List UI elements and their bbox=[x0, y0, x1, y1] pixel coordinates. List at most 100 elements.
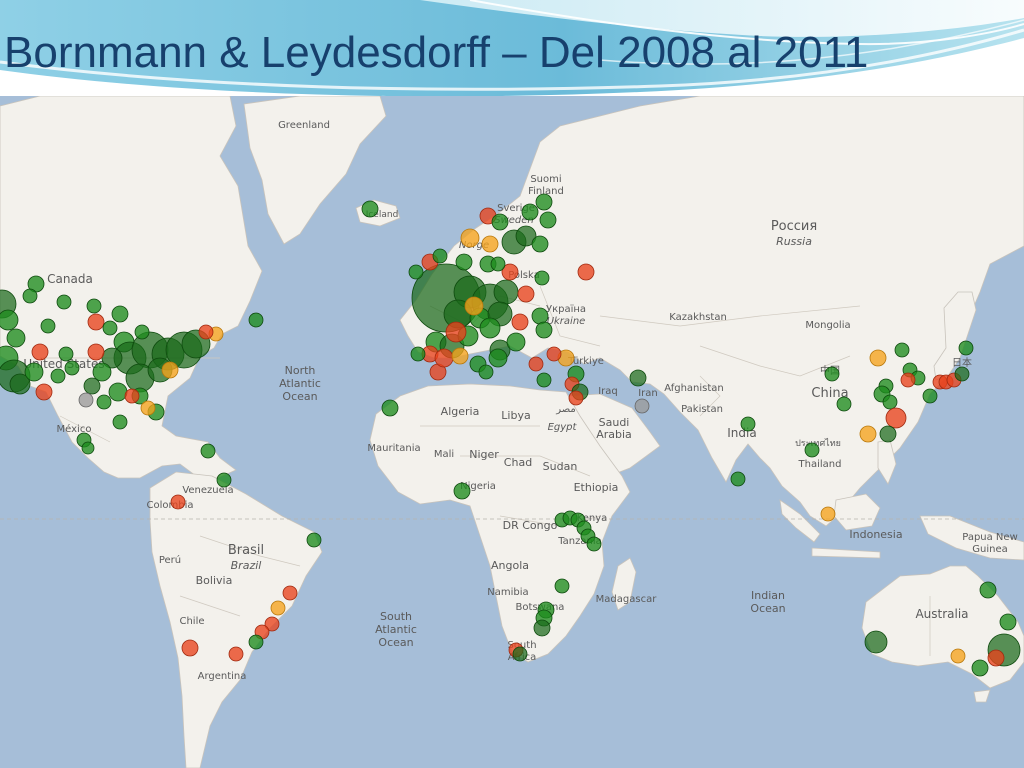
map-marker[interactable] bbox=[987, 649, 1005, 667]
map-marker[interactable] bbox=[971, 659, 989, 677]
map-marker[interactable] bbox=[282, 585, 298, 601]
map-marker[interactable] bbox=[491, 213, 509, 231]
map-marker[interactable] bbox=[629, 369, 647, 387]
map-marker[interactable] bbox=[270, 600, 286, 616]
map-marker[interactable] bbox=[361, 200, 379, 218]
map-marker[interactable] bbox=[101, 347, 123, 369]
map-marker[interactable] bbox=[586, 536, 602, 552]
map-marker[interactable] bbox=[958, 340, 974, 356]
map-marker[interactable] bbox=[86, 298, 102, 314]
map-marker[interactable] bbox=[900, 372, 916, 388]
map-marker[interactable] bbox=[140, 400, 156, 416]
map-marker[interactable] bbox=[78, 392, 94, 408]
map-marker[interactable] bbox=[0, 309, 19, 331]
map-marker[interactable] bbox=[408, 264, 424, 280]
world-map[interactable]: Greenland Iceland Suomi Finland Sverige Swede… bbox=[0, 96, 1024, 768]
map-marker[interactable] bbox=[58, 346, 74, 362]
map-marker[interactable] bbox=[864, 630, 888, 654]
map-marker[interactable] bbox=[528, 356, 544, 372]
map-marker[interactable] bbox=[534, 270, 550, 286]
map-marker[interactable] bbox=[490, 256, 506, 272]
map-marker[interactable] bbox=[517, 285, 535, 303]
map-marker[interactable] bbox=[634, 398, 650, 414]
map-marker[interactable] bbox=[460, 228, 480, 248]
map-marker[interactable] bbox=[216, 472, 232, 488]
map-marker[interactable] bbox=[539, 211, 557, 229]
map-marker[interactable] bbox=[882, 394, 898, 410]
map-marker[interactable] bbox=[464, 296, 484, 316]
map-marker[interactable] bbox=[22, 288, 38, 304]
map-marker[interactable] bbox=[64, 360, 80, 376]
map-marker[interactable] bbox=[535, 321, 553, 339]
map-marker[interactable] bbox=[81, 441, 95, 455]
map-marker[interactable] bbox=[102, 320, 118, 336]
map-marker[interactable] bbox=[31, 343, 49, 361]
map-marker[interactable] bbox=[478, 364, 494, 380]
map-marker[interactable] bbox=[434, 348, 454, 368]
map-marker[interactable] bbox=[111, 305, 129, 323]
map-marker[interactable] bbox=[87, 313, 105, 331]
map-marker[interactable] bbox=[577, 263, 595, 281]
map-marker[interactable] bbox=[824, 366, 840, 382]
map-marker[interactable] bbox=[9, 373, 31, 395]
map-marker[interactable] bbox=[381, 399, 399, 417]
map-marker[interactable] bbox=[432, 248, 448, 264]
map-marker[interactable] bbox=[161, 361, 179, 379]
map-marker[interactable] bbox=[481, 235, 499, 253]
map-marker[interactable] bbox=[531, 235, 549, 253]
map-marker[interactable] bbox=[445, 321, 467, 343]
map-marker[interactable] bbox=[568, 390, 584, 406]
map-marker[interactable] bbox=[200, 443, 216, 459]
map-marker[interactable] bbox=[979, 581, 997, 599]
map-marker[interactable] bbox=[950, 648, 966, 664]
map-marker[interactable] bbox=[83, 377, 101, 395]
map-marker[interactable] bbox=[546, 346, 562, 362]
map-marker[interactable] bbox=[50, 368, 66, 384]
map-marker[interactable] bbox=[198, 324, 214, 340]
map-marker[interactable] bbox=[506, 332, 526, 352]
map-marker[interactable] bbox=[501, 263, 519, 281]
map-marker[interactable] bbox=[264, 616, 280, 632]
map-marker[interactable] bbox=[533, 619, 551, 637]
map-marker[interactable] bbox=[511, 313, 529, 331]
map-marker[interactable] bbox=[954, 366, 970, 382]
map-marker[interactable] bbox=[6, 328, 26, 348]
map-marker[interactable] bbox=[87, 343, 105, 361]
map-marker[interactable] bbox=[515, 225, 537, 247]
map-marker[interactable] bbox=[730, 471, 746, 487]
map-marker[interactable] bbox=[740, 416, 756, 432]
map-marker[interactable] bbox=[453, 482, 471, 500]
map-marker[interactable] bbox=[455, 253, 473, 271]
map-marker[interactable] bbox=[170, 494, 186, 510]
map-marker[interactable] bbox=[493, 279, 519, 305]
map-marker[interactable] bbox=[96, 394, 112, 410]
map-marker[interactable] bbox=[804, 442, 820, 458]
map-marker[interactable] bbox=[999, 613, 1017, 631]
map-marker[interactable] bbox=[535, 193, 553, 211]
map-marker[interactable] bbox=[536, 372, 552, 388]
map-marker[interactable] bbox=[479, 317, 501, 339]
map-marker[interactable] bbox=[885, 407, 907, 429]
map-marker[interactable] bbox=[112, 414, 128, 430]
map-marker[interactable] bbox=[820, 506, 836, 522]
map-marker[interactable] bbox=[24, 362, 44, 382]
map-marker[interactable] bbox=[40, 318, 56, 334]
map-marker[interactable] bbox=[554, 578, 570, 594]
map-marker[interactable] bbox=[512, 646, 528, 662]
map-marker[interactable] bbox=[879, 425, 897, 443]
map-marker[interactable] bbox=[108, 382, 128, 402]
map-marker[interactable] bbox=[521, 203, 539, 221]
map-marker[interactable] bbox=[248, 634, 264, 650]
map-marker[interactable] bbox=[248, 312, 264, 328]
map-marker[interactable] bbox=[531, 307, 549, 325]
map-marker[interactable] bbox=[92, 362, 112, 382]
map-marker[interactable] bbox=[859, 425, 877, 443]
map-marker[interactable] bbox=[894, 342, 910, 358]
map-marker[interactable] bbox=[134, 324, 150, 340]
map-marker[interactable] bbox=[836, 396, 852, 412]
map-marker[interactable] bbox=[451, 347, 469, 365]
map-marker[interactable] bbox=[488, 348, 508, 368]
map-marker[interactable] bbox=[35, 383, 53, 401]
map-marker[interactable] bbox=[922, 388, 938, 404]
map-marker[interactable] bbox=[869, 349, 887, 367]
